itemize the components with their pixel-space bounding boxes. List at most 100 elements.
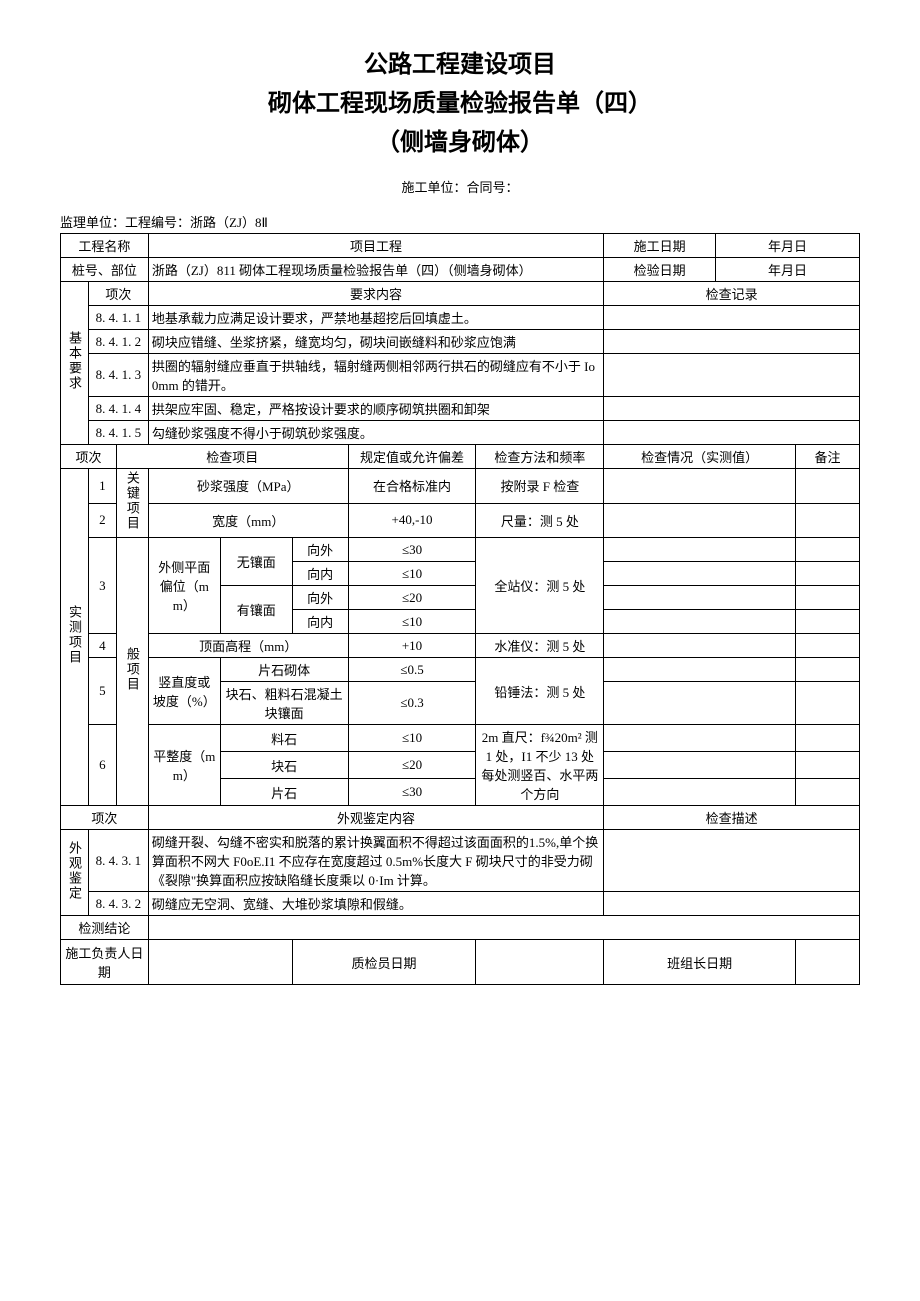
meas-item: 平整度（mm） — [148, 725, 220, 806]
meas-row-3a: 3 般项目 外侧平面偏位（mm） 无镶面 向外 ≤30 全站仪：测 5 处 — [61, 538, 860, 562]
meas-spec: +40,-10 — [348, 503, 476, 538]
title-line-3: （侧墙身砌体） — [60, 122, 860, 157]
meas-spec: ≤30 — [348, 779, 476, 806]
meas-item: 外侧平面偏位（mm） — [148, 538, 220, 634]
proj-name-label: 工程名称 — [61, 234, 149, 258]
meas-sub: 料石 — [220, 725, 348, 752]
appear-col-desc: 检查描述 — [604, 806, 860, 830]
meas-side-label: 实测项目 — [61, 469, 89, 806]
meas-result — [604, 469, 796, 504]
meas-spec: ≤0.3 — [348, 682, 476, 725]
appear-txt: 砌缝应无空洞、宽缝、大堆砂浆填隙和假缝。 — [148, 892, 603, 916]
meas-remark — [796, 562, 860, 586]
meas-col-item: 检查项目 — [116, 445, 348, 469]
meas-remark — [796, 610, 860, 634]
basic-txt: 拱圈的辐射缝应垂直于拱轴线，辐射缝两侧相邻两行拱石的砌缝应有不小于 Io0mm … — [148, 354, 603, 397]
basic-row-3: 8. 4. 1. 3 拱圈的辐射缝应垂直于拱轴线，辐射缝两侧相邻两行拱石的砌缝应… — [61, 354, 860, 397]
basic-no: 8. 4. 1. 2 — [88, 330, 148, 354]
meas-no: 6 — [88, 725, 116, 806]
meas-result — [604, 562, 796, 586]
meas-method: 铅锤法：测 5 处 — [476, 658, 604, 725]
basic-no: 8. 4. 1. 1 — [88, 306, 148, 330]
appear-row-2: 8. 4. 3. 2 砌缝应无空洞、宽缝、大堆砂浆填隙和假缝。 — [61, 892, 860, 916]
meas-item: 顶面高程（mm） — [148, 634, 348, 658]
meas-sub2: 向内 — [292, 610, 348, 634]
meas-remark — [796, 538, 860, 562]
pre-line: 监理单位：工程编号：浙路（ZJ）8Ⅱ — [60, 212, 860, 231]
basic-side-label: 基本要求 — [61, 282, 89, 445]
meas-result — [604, 610, 796, 634]
sign-1-val — [148, 940, 292, 985]
basic-no: 8. 4. 1. 5 — [88, 421, 148, 445]
meas-result — [604, 503, 796, 538]
sign-3-val — [796, 940, 860, 985]
meas-result — [604, 658, 796, 682]
meas-row-6a: 6 平整度（mm） 料石 ≤10 2m 直尺：f¾20m² 测 1 处，I1 不… — [61, 725, 860, 752]
meas-remark — [796, 503, 860, 538]
meas-method: 水准仪：测 5 处 — [476, 634, 604, 658]
meas-sub2: 向内 — [292, 562, 348, 586]
meas-sub2: 向外 — [292, 538, 348, 562]
conclusion-row: 检测结论 — [61, 916, 860, 940]
pile-value: 浙路（ZJ）811 砌体工程现场质量检验报告单（四）（侧墙身砌体） — [148, 258, 603, 282]
meas-remark — [796, 725, 860, 752]
title-line-2: 砌体工程现场质量检验报告单（四） — [60, 83, 860, 118]
meas-spec: ≤10 — [348, 610, 476, 634]
appear-side-label: 外观鉴定 — [61, 830, 89, 916]
meas-no: 2 — [88, 503, 116, 538]
insp-date-label: 检验日期 — [604, 258, 716, 282]
meas-no: 4 — [88, 634, 116, 658]
basic-rec — [604, 330, 860, 354]
basic-txt: 勾缝砂浆强度不得小于砌筑砂浆强度。 — [148, 421, 603, 445]
meas-sub2: 向外 — [292, 586, 348, 610]
meas-sub: 有镶面 — [220, 586, 292, 634]
meas-item: 砂浆强度（MPa） — [148, 469, 348, 504]
sign-2: 质检员日期 — [292, 940, 476, 985]
meas-spec: +10 — [348, 634, 476, 658]
meas-col-method: 检查方法和频率 — [476, 445, 604, 469]
appear-no: 8. 4. 3. 2 — [88, 892, 148, 916]
meas-spec: ≤0.5 — [348, 658, 476, 682]
meas-row-4: 4 顶面高程（mm） +10 水准仪：测 5 处 — [61, 634, 860, 658]
meas-row-1: 实测项目 1 关键项目 砂浆强度（MPa） 在合格标准内 按附录 F 检查 — [61, 469, 860, 504]
proj-item-label: 项目工程 — [148, 234, 603, 258]
meas-method: 尺量：测 5 处 — [476, 503, 604, 538]
meas-spec: ≤10 — [348, 562, 476, 586]
unit-line: 施工单位：合同号： — [60, 177, 860, 196]
insp-date-value: 年月日 — [716, 258, 860, 282]
basic-rec — [604, 421, 860, 445]
meas-sub: 块石、粗料石混凝土块镶面 — [220, 682, 348, 725]
meas-no: 3 — [88, 538, 116, 634]
appear-col-item: 项次 — [61, 806, 149, 830]
meas-remark — [796, 682, 860, 725]
basic-rec — [604, 354, 860, 397]
title-line-1: 公路工程建设项目 — [60, 44, 860, 79]
gen-label: 般项目 — [116, 538, 148, 806]
concl-value — [148, 916, 859, 940]
meas-remark — [796, 469, 860, 504]
meas-sub: 片石砌体 — [220, 658, 348, 682]
meas-sub: 无镶面 — [220, 538, 292, 586]
meas-remark — [796, 586, 860, 610]
basic-no: 8. 4. 1. 4 — [88, 397, 148, 421]
report-table: 工程名称 项目工程 施工日期 年月日 桩号、部位 浙路（ZJ）811 砌体工程现… — [60, 233, 860, 985]
appear-header-row: 项次 外观鉴定内容 检查描述 — [61, 806, 860, 830]
meas-row-2: 2 宽度（mm） +40,-10 尺量：测 5 处 — [61, 503, 860, 538]
basic-txt: 拱架应牢固、稳定，严格按设计要求的顺序砌筑拱圈和卸架 — [148, 397, 603, 421]
basic-txt: 地基承载力应满足设计要求，严禁地基超挖后回填虚土。 — [148, 306, 603, 330]
meas-method: 按附录 F 检查 — [476, 469, 604, 504]
basic-txt: 砌块应错缝、坐浆挤紧，缝宽均匀，砌块间嵌缝料和砂浆应饱满 — [148, 330, 603, 354]
meas-no: 1 — [88, 469, 116, 504]
basic-col-item: 项次 — [88, 282, 148, 306]
meas-row-5a: 5 竖直度或坡度（%） 片石砌体 ≤0.5 铅锤法：测 5 处 — [61, 658, 860, 682]
basic-header-row: 基本要求 项次 要求内容 检查记录 — [61, 282, 860, 306]
meas-col-no: 项次 — [61, 445, 117, 469]
meas-result — [604, 725, 796, 752]
sign-1: 施工负责人日期 — [61, 940, 149, 985]
meas-result — [604, 779, 796, 806]
meas-remark — [796, 752, 860, 779]
basic-row-5: 8. 4. 1. 5 勾缝砂浆强度不得小于砌筑砂浆强度。 — [61, 421, 860, 445]
basic-no: 8. 4. 1. 3 — [88, 354, 148, 397]
appear-desc — [604, 892, 860, 916]
appear-no: 8. 4. 3. 1 — [88, 830, 148, 892]
